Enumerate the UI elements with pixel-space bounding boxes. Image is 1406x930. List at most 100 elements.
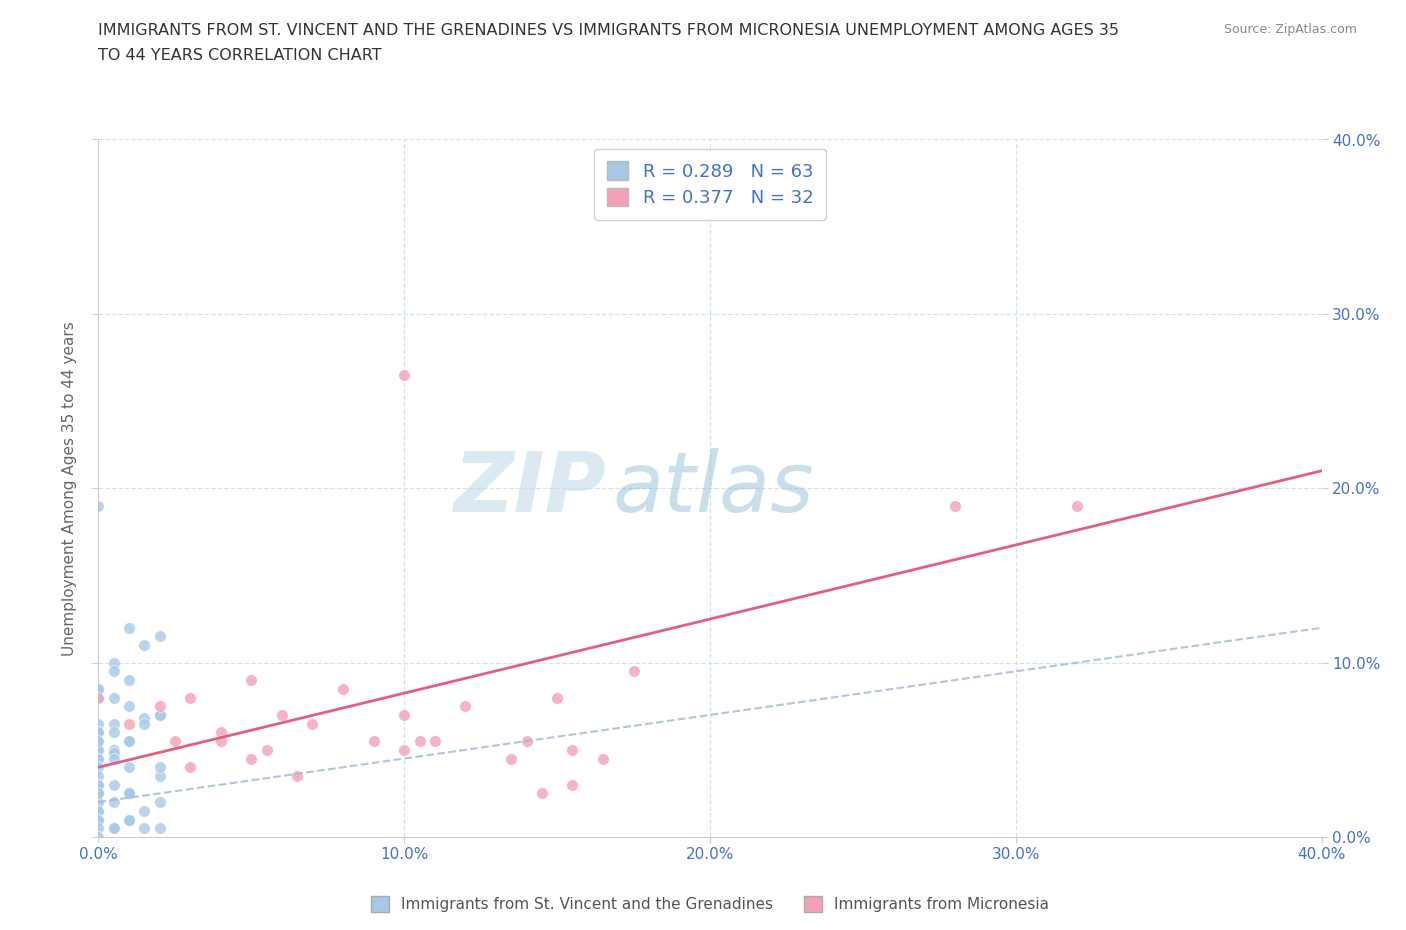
Point bbox=[149, 794, 172, 809]
Point bbox=[454, 698, 477, 713]
Point bbox=[301, 716, 323, 731]
Point bbox=[103, 725, 125, 740]
Point bbox=[134, 821, 156, 836]
Point bbox=[134, 716, 156, 731]
Y-axis label: Unemployment Among Ages 35 to 44 years: Unemployment Among Ages 35 to 44 years bbox=[62, 321, 77, 656]
Point bbox=[118, 812, 141, 827]
Point bbox=[87, 768, 110, 783]
Point bbox=[103, 821, 125, 836]
Point bbox=[240, 751, 263, 766]
Point bbox=[516, 734, 538, 749]
Point bbox=[103, 716, 125, 731]
Point bbox=[118, 812, 141, 827]
Point bbox=[87, 804, 110, 818]
Point bbox=[163, 734, 186, 749]
Point bbox=[118, 786, 141, 801]
Point bbox=[240, 672, 263, 687]
Point bbox=[134, 804, 156, 818]
Point bbox=[270, 708, 292, 723]
Point bbox=[943, 498, 966, 513]
Point bbox=[118, 760, 141, 775]
Point bbox=[118, 734, 141, 749]
Point bbox=[87, 786, 110, 801]
Point bbox=[87, 751, 110, 766]
Point bbox=[256, 742, 278, 757]
Point bbox=[149, 760, 172, 775]
Point bbox=[87, 690, 110, 705]
Point bbox=[87, 742, 110, 757]
Point bbox=[87, 742, 110, 757]
Point bbox=[118, 698, 141, 713]
Point bbox=[87, 716, 110, 731]
Point bbox=[530, 786, 553, 801]
Point bbox=[134, 711, 156, 725]
Point bbox=[332, 682, 354, 697]
Point bbox=[392, 742, 416, 757]
Point bbox=[408, 734, 430, 749]
Point bbox=[118, 620, 141, 635]
Point bbox=[87, 830, 110, 844]
Text: TO 44 YEARS CORRELATION CHART: TO 44 YEARS CORRELATION CHART bbox=[98, 48, 382, 63]
Point bbox=[363, 734, 385, 749]
Point bbox=[149, 708, 172, 723]
Point bbox=[87, 777, 110, 792]
Point bbox=[118, 786, 141, 801]
Point bbox=[149, 708, 172, 723]
Point bbox=[87, 725, 110, 740]
Point bbox=[87, 777, 110, 792]
Point bbox=[209, 734, 232, 749]
Point bbox=[118, 672, 141, 687]
Point bbox=[134, 638, 156, 653]
Point bbox=[561, 777, 583, 792]
Point bbox=[149, 821, 172, 836]
Point bbox=[546, 690, 568, 705]
Point bbox=[103, 777, 125, 792]
Point bbox=[103, 821, 125, 836]
Point bbox=[118, 716, 141, 731]
Point bbox=[179, 690, 201, 705]
Point bbox=[87, 786, 110, 801]
Point bbox=[87, 690, 110, 705]
Point bbox=[103, 794, 125, 809]
Point bbox=[118, 734, 141, 749]
Point bbox=[87, 812, 110, 827]
Point bbox=[87, 734, 110, 749]
Point bbox=[179, 760, 201, 775]
Point bbox=[392, 708, 416, 723]
Point bbox=[209, 725, 232, 740]
Point bbox=[87, 821, 110, 836]
Point bbox=[87, 760, 110, 775]
Point bbox=[87, 734, 110, 749]
Text: IMMIGRANTS FROM ST. VINCENT AND THE GRENADINES VS IMMIGRANTS FROM MICRONESIA UNE: IMMIGRANTS FROM ST. VINCENT AND THE GREN… bbox=[98, 23, 1119, 38]
Point bbox=[149, 698, 172, 713]
Point bbox=[103, 656, 125, 671]
Point bbox=[149, 768, 172, 783]
Point bbox=[87, 804, 110, 818]
Point bbox=[103, 690, 125, 705]
Point bbox=[103, 664, 125, 679]
Point bbox=[87, 682, 110, 697]
Point bbox=[423, 734, 446, 749]
Point bbox=[103, 746, 125, 761]
Point bbox=[87, 751, 110, 766]
Point bbox=[501, 751, 523, 766]
Point bbox=[592, 751, 614, 766]
Point bbox=[87, 725, 110, 740]
Text: atlas: atlas bbox=[612, 447, 814, 529]
Point bbox=[87, 794, 110, 809]
Point bbox=[1066, 498, 1088, 513]
Text: Source: ZipAtlas.com: Source: ZipAtlas.com bbox=[1223, 23, 1357, 36]
Text: ZIP: ZIP bbox=[453, 447, 606, 529]
Point bbox=[623, 664, 645, 679]
Point bbox=[103, 751, 125, 766]
Point bbox=[87, 498, 110, 513]
Point bbox=[285, 768, 308, 783]
Point bbox=[149, 629, 172, 644]
Point bbox=[87, 725, 110, 740]
Point bbox=[103, 742, 125, 757]
Legend: Immigrants from St. Vincent and the Grenadines, Immigrants from Micronesia: Immigrants from St. Vincent and the Gren… bbox=[363, 889, 1057, 920]
Point bbox=[392, 367, 416, 382]
Point bbox=[87, 786, 110, 801]
Point bbox=[87, 812, 110, 827]
Point bbox=[561, 742, 583, 757]
